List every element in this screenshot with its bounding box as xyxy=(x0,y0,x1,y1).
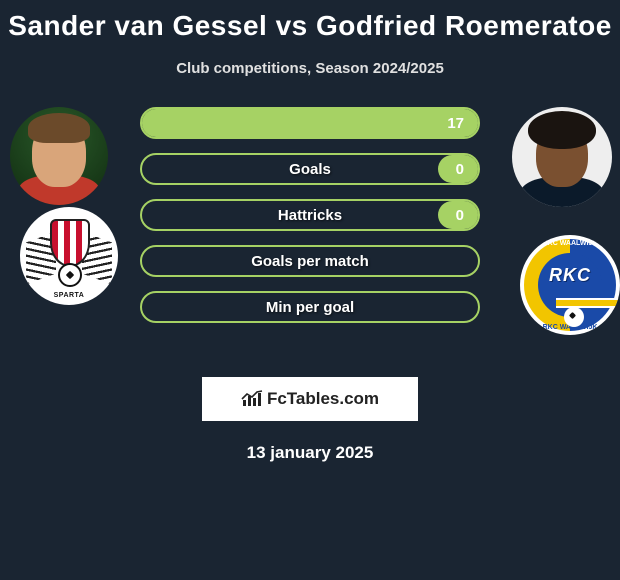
chart-icon xyxy=(241,390,263,408)
player1-avatar xyxy=(10,107,108,205)
club1-name: SPARTA xyxy=(20,292,118,299)
stat-row: Goals 0 xyxy=(140,153,480,185)
comparison-area: SPARTA RKC WAALWIJK RKC RKC WAALWIJK Mat… xyxy=(0,107,620,357)
stat-right-value: 0 xyxy=(456,161,464,178)
stat-right-value: 17 xyxy=(447,115,464,132)
subtitle: Club competitions, Season 2024/2025 xyxy=(0,60,620,77)
stat-row: Min per goal xyxy=(140,291,480,323)
club2-rkc: RKC xyxy=(549,265,591,286)
brand-text: FcTables.com xyxy=(267,389,379,409)
player2-club-logo: RKC WAALWIJK RKC RKC WAALWIJK xyxy=(520,235,620,335)
stat-row: Goals per match xyxy=(140,245,480,277)
stat-row: Hattricks 0 xyxy=(140,199,480,231)
date-label: 13 january 2025 xyxy=(0,443,620,463)
club2-ring-top: RKC WAALWIJK xyxy=(520,240,620,247)
player1-club-logo: SPARTA xyxy=(20,207,118,305)
player2-avatar xyxy=(512,107,612,207)
stat-label: Goals per match xyxy=(251,253,369,270)
stat-row: Matches17 xyxy=(140,107,480,139)
page-title: Sander van Gessel vs Godfried Roemeratoe xyxy=(0,0,620,42)
stat-fill xyxy=(142,109,478,137)
stat-label: Goals xyxy=(289,161,331,178)
stat-label: Min per goal xyxy=(266,299,354,316)
stats-list: Matches17 Goals 0 Hattricks 0 Goals per match… xyxy=(140,107,480,337)
brand-box: FcTables.com xyxy=(202,377,418,421)
stat-right-value: 0 xyxy=(456,207,464,224)
stat-label: Hattricks xyxy=(278,207,342,224)
